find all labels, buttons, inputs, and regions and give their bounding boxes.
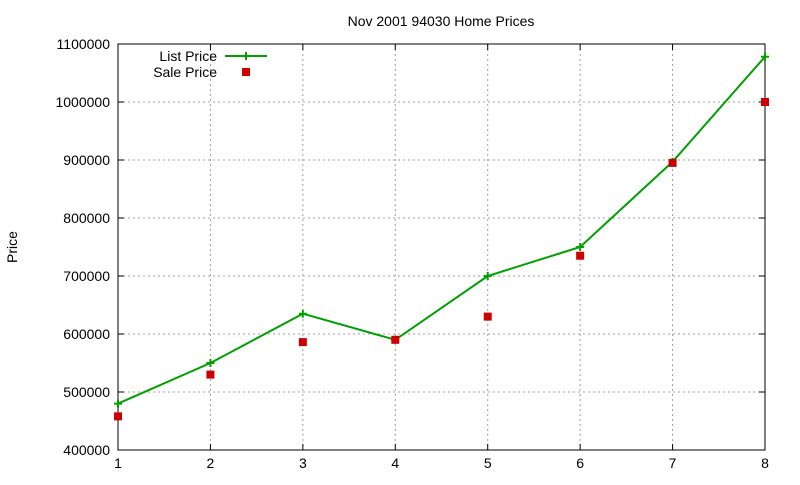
- legend-label: Sale Price: [153, 64, 217, 80]
- data-point: [483, 272, 492, 280]
- legend-label: List Price: [159, 48, 217, 64]
- x-tick-label: 2: [207, 455, 215, 471]
- x-ticks: 1 2 3 4 5 6 7 8: [114, 44, 769, 471]
- y-tick-label: 1100000: [57, 36, 111, 52]
- x-tick-label: 5: [484, 455, 492, 471]
- legend-swatch: [242, 68, 250, 76]
- data-point: [114, 399, 122, 408]
- plot-frame: [117, 43, 766, 451]
- data-point: [668, 158, 677, 167]
- series-list-price: [114, 52, 769, 408]
- data-point: [483, 312, 492, 321]
- data-point: [761, 52, 769, 61]
- data-point: [391, 335, 400, 344]
- y-tick-label: 1000000: [55, 94, 110, 110]
- x-tick-label: 7: [669, 455, 677, 471]
- data-point: [206, 370, 215, 379]
- data-point: [114, 412, 122, 421]
- y-tick-label: 600000: [63, 326, 110, 342]
- y-tick-label: 900000: [63, 152, 110, 168]
- data-point: [576, 243, 585, 251]
- series: [114, 52, 769, 421]
- data-point: [298, 309, 307, 318]
- y-ticks: 400000 500000 600000 700000 800000 900000 1000…: [55, 36, 765, 458]
- chart-title: Nov 2001 94030 Home Prices: [348, 13, 535, 29]
- data-point: [206, 359, 215, 367]
- y-axis-label: Price: [4, 231, 20, 263]
- series-line: [117, 56, 766, 405]
- x-tick-label: 6: [576, 455, 584, 471]
- x-tick-label: 3: [299, 455, 307, 471]
- legend-marker: [242, 52, 250, 60]
- y-tick-label: 400000: [63, 442, 110, 458]
- x-tick-label: 4: [391, 455, 399, 471]
- data-point: [761, 98, 769, 106]
- x-tick-label: 1: [114, 455, 122, 471]
- data-point: [576, 251, 585, 260]
- grid: [118, 44, 765, 450]
- y-tick-label: 800000: [63, 210, 110, 226]
- y-tick-label: 700000: [63, 268, 110, 284]
- series-sale-price: [114, 98, 769, 421]
- x-tick-label: 8: [761, 455, 769, 471]
- y-tick-label: 500000: [63, 384, 110, 400]
- data-point: [298, 338, 307, 347]
